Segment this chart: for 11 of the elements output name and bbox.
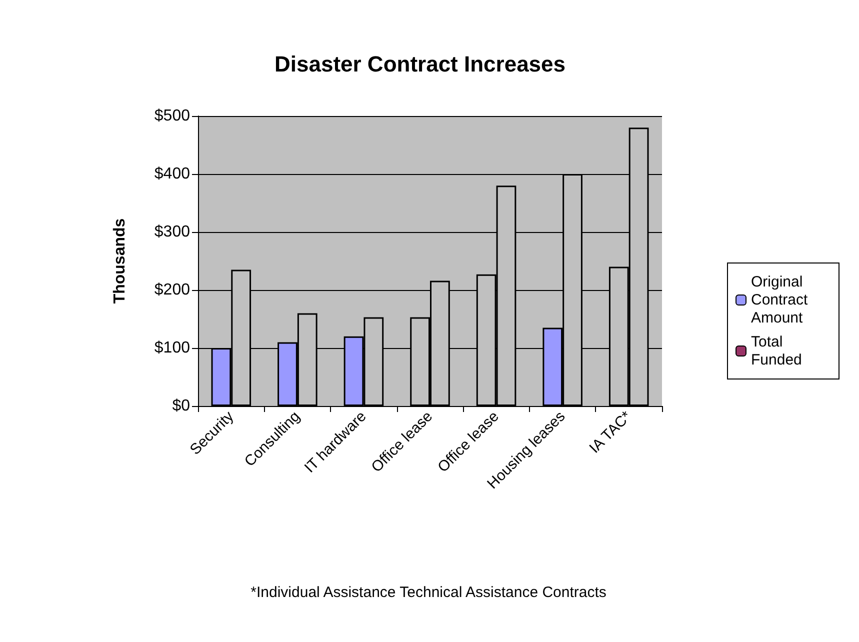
y-tick-label: $300: [154, 224, 190, 240]
legend-label: Total Funded: [751, 334, 802, 368]
chart-title: Disaster Contract Increases: [274, 52, 566, 76]
legend-label: Original Contract Amount: [751, 274, 812, 326]
y-tick-label: $100: [154, 340, 190, 356]
y-tick-label: $500: [154, 108, 190, 124]
y-axis-title: Thousands: [112, 218, 128, 304]
y-tick-label: $0: [172, 398, 190, 414]
text: *Individual Assistance Technical Assistance Contracts: [250, 584, 606, 601]
y-tick-label: $400: [154, 166, 190, 182]
y-tick-label: $200: [154, 282, 190, 298]
